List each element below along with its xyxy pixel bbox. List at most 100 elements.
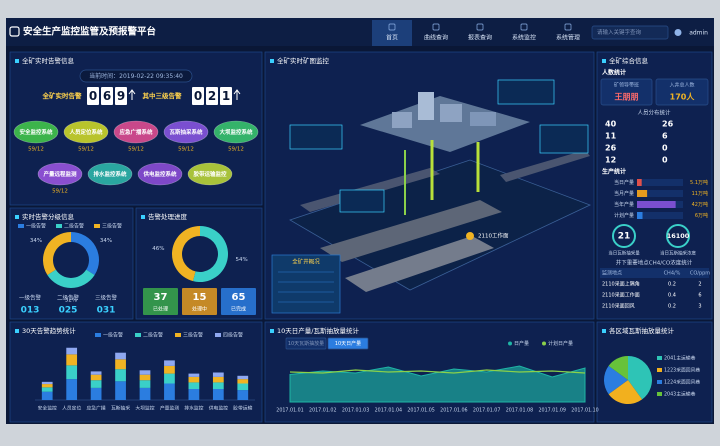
section-title: 人数统计 xyxy=(602,69,626,77)
system-count: 59/12 xyxy=(228,147,244,153)
work-face-marker[interactable] xyxy=(466,232,474,240)
stacked-bar xyxy=(115,381,126,400)
user-avatar[interactable] xyxy=(674,29,682,36)
legend-swatch xyxy=(56,224,62,228)
system-badge[interactable] xyxy=(37,162,83,186)
stacked-bar xyxy=(164,360,175,366)
donut-segment xyxy=(71,232,99,276)
system-name[interactable]: 人员定位系统 xyxy=(69,128,103,136)
table-cell: 2110采面回风 xyxy=(602,303,635,310)
search-placeholder[interactable]: 请输入关键字查询 xyxy=(597,28,642,36)
digit: 0 xyxy=(194,89,202,103)
tunnel xyxy=(320,200,502,262)
bar-label: 计划产量 xyxy=(614,212,634,219)
pie-slice xyxy=(604,365,628,395)
system-badge[interactable] xyxy=(87,162,133,186)
production-bar xyxy=(637,201,676,208)
search-box[interactable] xyxy=(591,25,669,40)
tab[interactable] xyxy=(327,337,369,350)
system-name[interactable]: 排水监控系统 xyxy=(93,170,127,178)
tab[interactable] xyxy=(285,337,327,350)
stacked-bar xyxy=(139,380,151,388)
tab-label[interactable]: 10天日产量 xyxy=(335,340,361,347)
pie-slice xyxy=(628,356,653,400)
level-name: 二级告警 xyxy=(57,294,80,302)
legend-swatch xyxy=(18,224,24,228)
stacked-bar xyxy=(164,383,175,400)
panel xyxy=(9,321,263,423)
system-name[interactable]: 瓦斯抽采系统 xyxy=(169,128,203,136)
system-count: 59/12 xyxy=(178,147,194,153)
bar-value: 5.1万吨 xyxy=(690,179,708,186)
distribution-number: 26 xyxy=(662,120,674,129)
digit-box xyxy=(115,87,127,105)
status-box xyxy=(143,288,178,315)
nav-item[interactable]: 曲线查询 xyxy=(424,34,448,42)
legend-label: 计划日产量 xyxy=(548,340,573,347)
table-cell: 2110采面工作面 xyxy=(602,292,640,299)
sensor-callout xyxy=(497,79,555,105)
legend-swatch xyxy=(135,333,141,337)
up-arrow xyxy=(233,89,241,100)
legend-swatch xyxy=(215,333,221,337)
system-name[interactable]: 安全监控系统 xyxy=(19,128,53,136)
panel xyxy=(9,207,134,320)
system-badge[interactable] xyxy=(113,120,159,144)
x-tick-label: 2017.01.10 xyxy=(571,408,598,414)
system-badge[interactable] xyxy=(13,120,59,144)
production-bar xyxy=(637,190,648,197)
panel-title: 各区域瓦斯抽放量统计 xyxy=(609,326,675,335)
donut-segment xyxy=(193,226,229,282)
system-name[interactable]: 产量远程监测 xyxy=(43,170,77,178)
building xyxy=(392,112,412,128)
stacked-bar xyxy=(237,383,249,391)
level-name: 三级告警 xyxy=(95,294,118,302)
tab-label[interactable]: 10天瓦斯抽放量 xyxy=(288,340,324,347)
nav-item[interactable]: 报表查询 xyxy=(468,34,492,42)
line xyxy=(289,369,586,374)
nav-item[interactable]: 系统管理 xyxy=(556,34,580,42)
x-tick-label: 2017.01.02 xyxy=(309,408,336,414)
nav-item[interactable]: 系统监控 xyxy=(512,34,536,42)
stacked-bar xyxy=(41,391,53,400)
stacked-bar xyxy=(188,382,200,389)
table-cell: 2110采面上隅角 xyxy=(602,281,640,288)
panel-title: 告警处理进度 xyxy=(148,212,188,221)
legend-label: 2043主运输巷 xyxy=(664,391,696,398)
stacked-bar xyxy=(212,372,224,377)
panel-icon xyxy=(15,215,19,219)
system-badge[interactable] xyxy=(213,120,259,144)
legend-swatch xyxy=(94,224,100,228)
bar-label: 当年产量 xyxy=(614,201,634,208)
stacked-bar xyxy=(90,380,102,388)
legend-label: 二级告警 xyxy=(64,223,84,230)
system-badge[interactable] xyxy=(163,120,209,144)
system-name[interactable]: 胶带运输监控 xyxy=(192,170,227,178)
stacked-bar xyxy=(188,373,200,377)
stacked-bar xyxy=(41,381,53,385)
legend-label: 一级告警 xyxy=(103,332,123,339)
panel-icon xyxy=(602,59,606,63)
panel-icon xyxy=(15,59,19,63)
system-count: 59/12 xyxy=(128,147,144,153)
nav-item[interactable]: 首页 xyxy=(386,34,398,42)
user-name[interactable]: admin xyxy=(689,30,708,37)
status-count: 15 xyxy=(193,292,207,303)
system-name[interactable]: 供电监控系统 xyxy=(142,170,177,178)
section-title: 人员分布统计 xyxy=(637,109,671,117)
system-badge[interactable] xyxy=(187,162,233,186)
system-badge[interactable] xyxy=(63,120,109,144)
stacked-bar xyxy=(188,389,200,400)
gauge-value: 16100 xyxy=(667,232,690,240)
system-name[interactable]: 大坝监控系统 xyxy=(219,128,253,136)
nav-icon xyxy=(564,23,572,31)
legend-label: 三级告警 xyxy=(183,332,203,339)
system-badge[interactable] xyxy=(137,162,183,186)
gauge-label: 当日瓦斯抽采浓度 xyxy=(660,250,696,257)
panel-icon xyxy=(141,215,145,219)
status-label: 已处理 xyxy=(153,306,168,313)
bar-value: 11万吨 xyxy=(692,190,708,197)
building xyxy=(418,92,434,120)
system-name[interactable]: 应急广播系统 xyxy=(119,128,153,136)
donut-label: 34% xyxy=(100,238,112,244)
